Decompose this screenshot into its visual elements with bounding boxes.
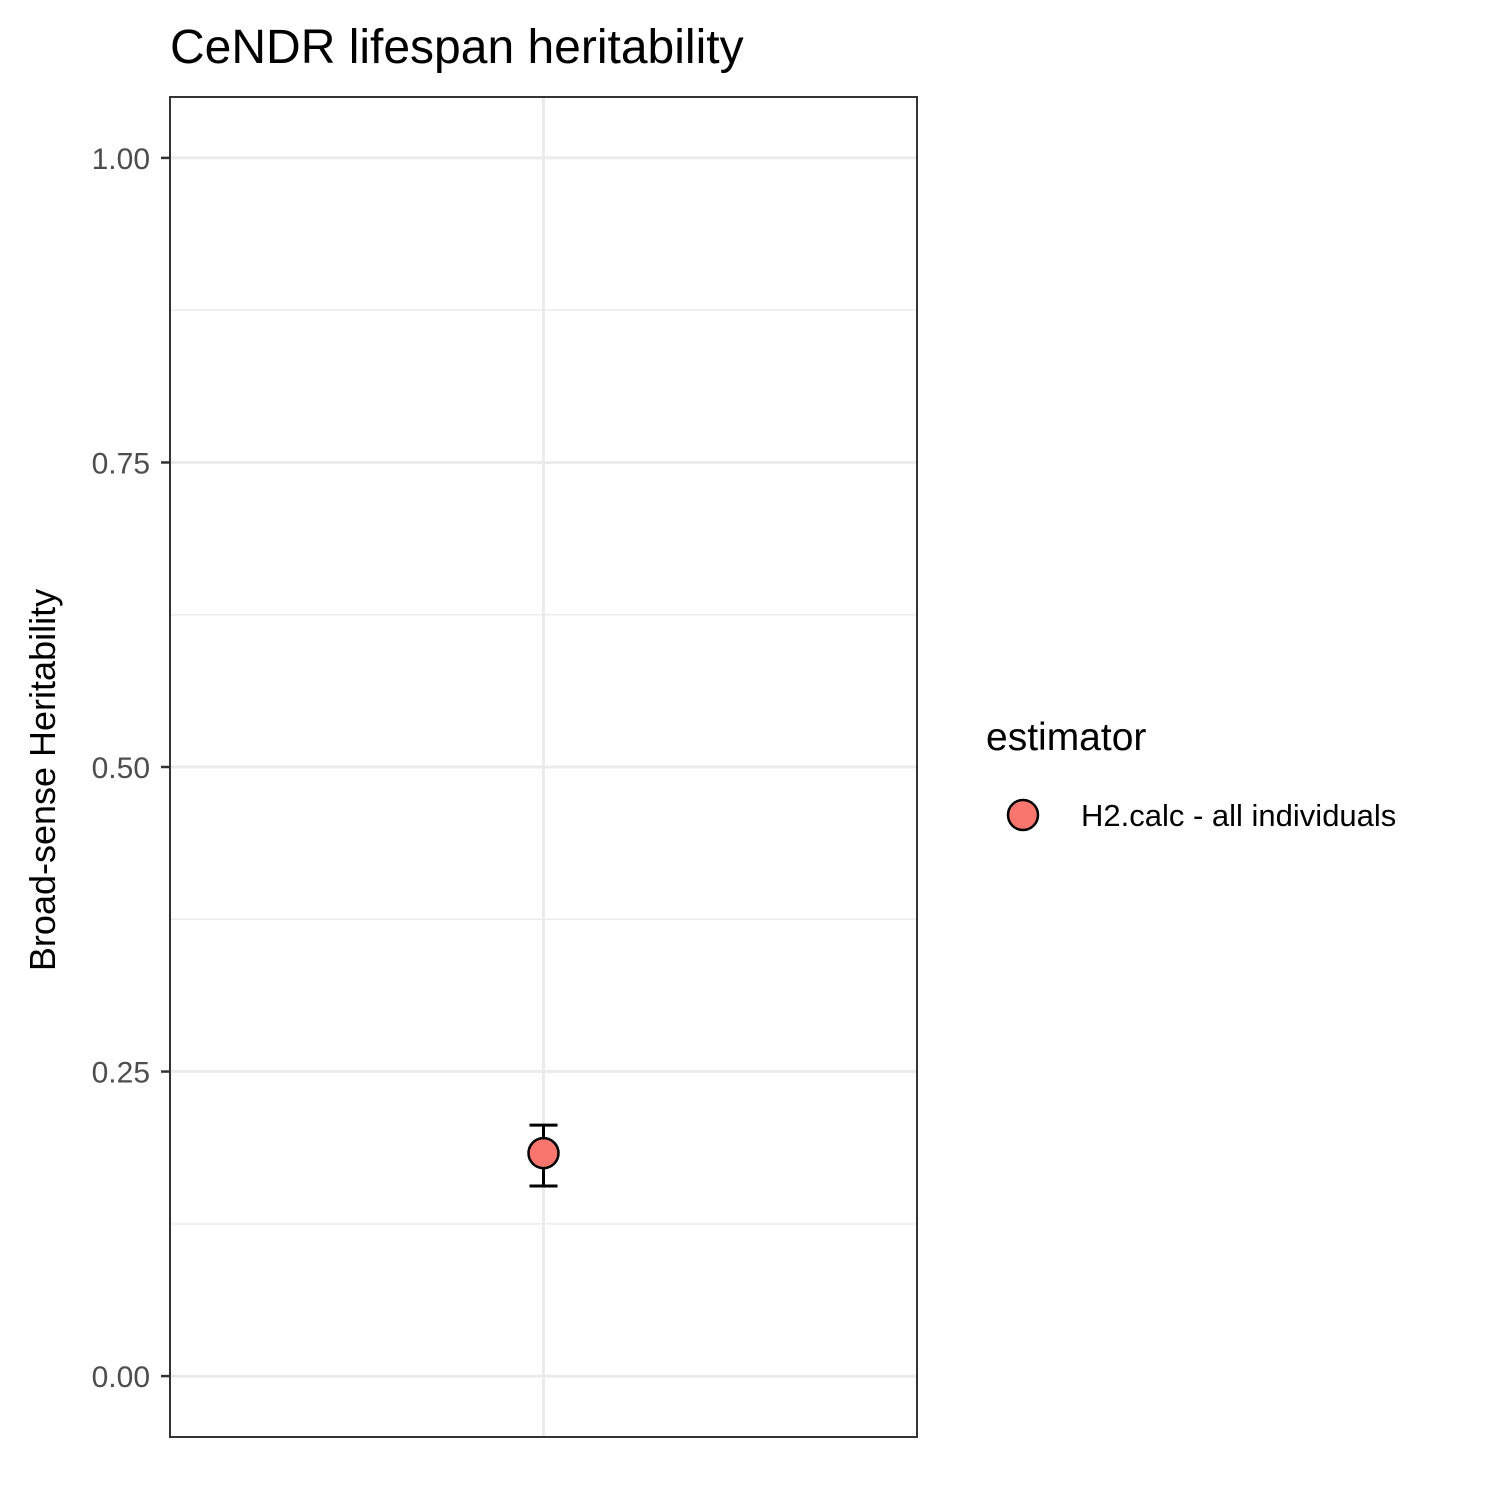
legend-key-point bbox=[1006, 798, 1040, 832]
data-marks bbox=[527, 1123, 560, 1188]
y-axis: 0.00 0.25 0.50 0.75 1.00 bbox=[92, 143, 170, 1394]
y-tick-label: 0.75 bbox=[92, 447, 150, 480]
legend-label: H2.calc - all individuals bbox=[1081, 798, 1396, 833]
y-axis-title: Broad-sense Heritability bbox=[22, 589, 63, 971]
y-tick-label: 1.00 bbox=[92, 143, 150, 176]
y-tick-label: 0.50 bbox=[92, 752, 150, 785]
y-tick-label: 0.25 bbox=[92, 1057, 150, 1090]
chart-title: CeNDR lifespan heritability bbox=[170, 21, 744, 74]
plot-panel bbox=[169, 96, 918, 1438]
legend-title: estimator bbox=[986, 716, 1146, 759]
data-point bbox=[527, 1136, 560, 1170]
y-tick-label: 0.00 bbox=[92, 1361, 150, 1394]
legend: estimator H2.calc - all individuals bbox=[986, 716, 1396, 833]
